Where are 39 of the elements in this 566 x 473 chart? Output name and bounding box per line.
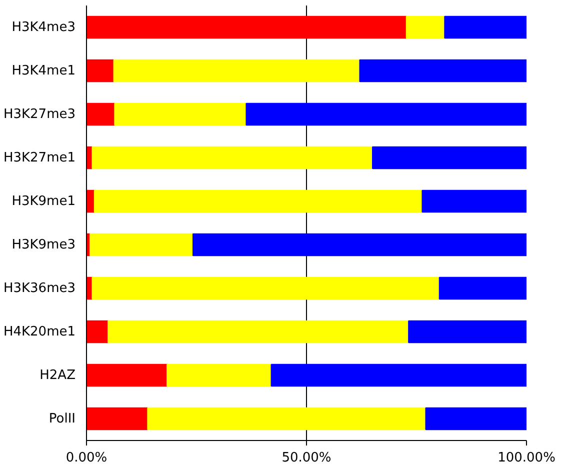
bar bbox=[86, 59, 114, 82]
bar bbox=[246, 102, 526, 126]
y-tick-label: H3K9me3 bbox=[12, 237, 76, 252]
y-tick-label: H4K20me1 bbox=[3, 324, 76, 340]
bar bbox=[408, 320, 526, 344]
bar bbox=[192, 233, 526, 256]
y-tick-label: H3K4me3 bbox=[12, 20, 76, 35]
y-tick-label: H3K4me1 bbox=[12, 63, 76, 78]
bar bbox=[92, 146, 373, 170]
y-tick-label: H3K27me3 bbox=[3, 106, 76, 122]
bar bbox=[92, 276, 440, 300]
bar bbox=[270, 364, 526, 387]
bar bbox=[114, 102, 247, 126]
bar bbox=[86, 407, 148, 430]
bar bbox=[166, 364, 272, 387]
x-tick-label: 100.00% bbox=[498, 450, 556, 466]
bar bbox=[86, 320, 109, 344]
bar bbox=[372, 146, 526, 170]
bar bbox=[86, 102, 116, 126]
y-tick-label: H3K36me3 bbox=[3, 280, 76, 296]
x-tick-label: 50.00% bbox=[282, 450, 332, 466]
bar bbox=[359, 59, 526, 82]
bar bbox=[438, 276, 526, 300]
bar bbox=[147, 407, 426, 430]
bar bbox=[422, 190, 526, 213]
bar bbox=[444, 16, 526, 39]
bar bbox=[108, 320, 410, 344]
bar bbox=[406, 16, 446, 39]
bar bbox=[86, 16, 407, 39]
bar bbox=[86, 364, 168, 387]
y-tick-label: H3K9me1 bbox=[12, 194, 76, 209]
x-tick-label: 0.00% bbox=[66, 450, 108, 466]
bar bbox=[90, 233, 194, 256]
bar bbox=[425, 407, 526, 430]
y-tick-label: H2AZ bbox=[40, 368, 76, 383]
bar bbox=[113, 59, 360, 82]
y-tick-label: H3K27me1 bbox=[3, 150, 76, 166]
y-tick-label: PolII bbox=[48, 411, 76, 426]
bar bbox=[94, 190, 423, 213]
